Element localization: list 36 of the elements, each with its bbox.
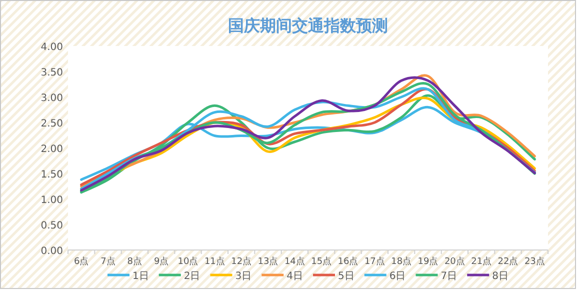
legend-label: 4日 xyxy=(286,271,303,282)
x-tick-label: 10点 xyxy=(178,256,198,267)
legend-label: 5日 xyxy=(338,271,354,282)
legend-label: 3日 xyxy=(235,271,252,282)
x-tick-label: 20点 xyxy=(444,256,465,267)
y-tick-label: 1.50 xyxy=(40,170,63,180)
legend-label: 1日 xyxy=(132,271,149,282)
y-tick-label: 2.00 xyxy=(40,144,63,155)
x-tick-label: 18点 xyxy=(391,256,412,267)
y-tick-label: 0.00 xyxy=(40,246,63,257)
x-tick-label: 9点 xyxy=(154,256,169,267)
y-tick-label: 3.50 xyxy=(40,68,63,78)
x-tick-label: 12点 xyxy=(231,256,252,267)
x-tick-label: 11点 xyxy=(204,256,225,267)
x-tick-label: 15点 xyxy=(311,256,332,267)
x-tick-label: 6点 xyxy=(74,256,89,267)
legend-label: 6日 xyxy=(389,271,406,282)
legend-label: 8日 xyxy=(492,271,508,282)
x-tick-label: 7点 xyxy=(100,256,116,267)
x-tick-label: 17点 xyxy=(364,256,385,267)
x-tick-label: 13点 xyxy=(258,256,278,267)
x-tick-label: 22点 xyxy=(498,256,518,267)
y-tick-label: 2.50 xyxy=(40,118,63,130)
y-tick-label: 3.00 xyxy=(40,93,63,104)
x-tick-label: 23点 xyxy=(524,256,545,267)
x-tick-label: 8点 xyxy=(127,256,142,267)
x-tick-label: 21点 xyxy=(471,256,492,267)
chart-title: 国庆期间交通指数预测 xyxy=(228,16,388,35)
y-tick-label: 1.00 xyxy=(40,195,63,206)
x-tick-label: 14点 xyxy=(284,256,305,267)
legend-label: 2日 xyxy=(184,271,200,282)
x-tick-label: 16点 xyxy=(338,256,358,267)
legend-label: 7日 xyxy=(440,271,458,282)
x-tick-label: 19点 xyxy=(418,256,438,267)
y-tick-label: 0.50 xyxy=(40,220,63,232)
y-tick-label: 4.00 xyxy=(40,42,63,53)
